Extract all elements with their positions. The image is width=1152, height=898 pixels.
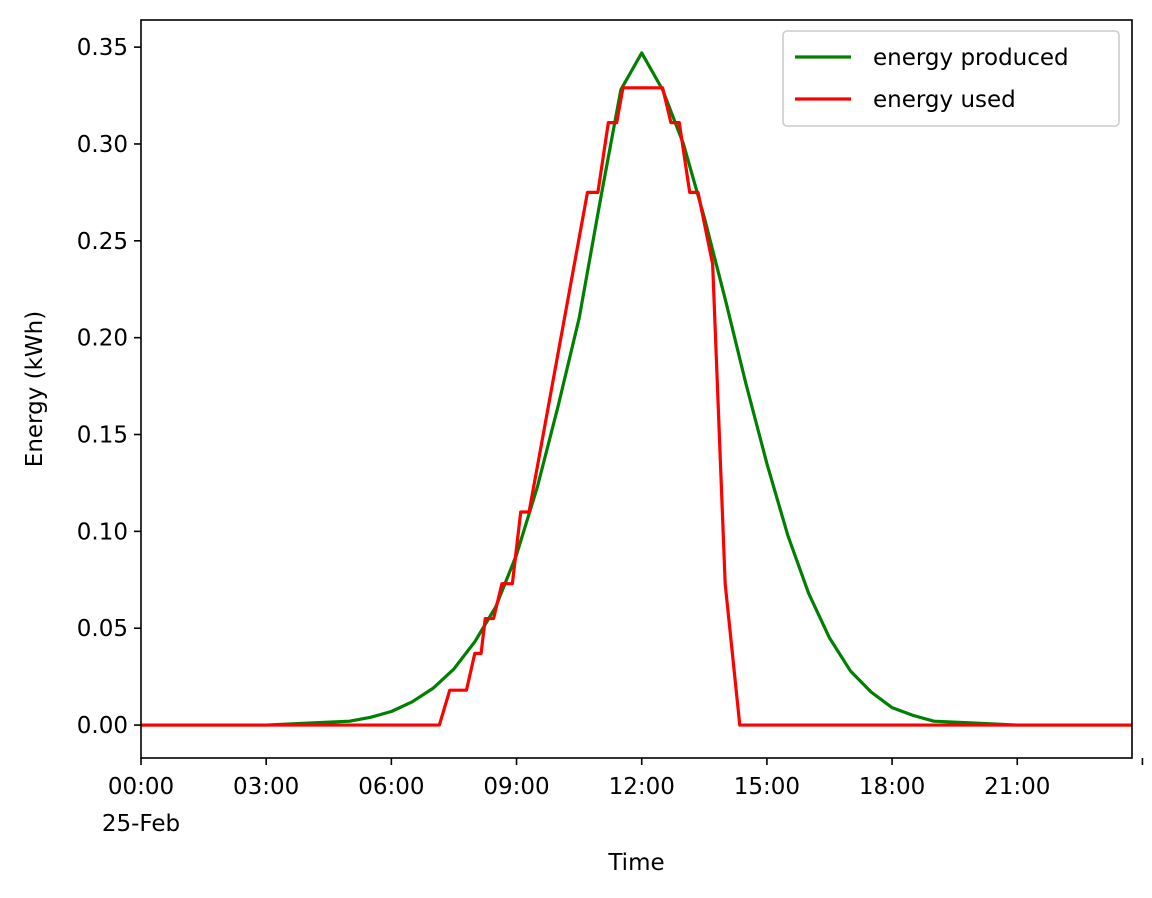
y-tick-label: 0.05	[77, 616, 128, 642]
x-tick-label: 21:00	[984, 774, 1050, 800]
y-tick-label: 0.10	[77, 519, 128, 545]
x-tick-label: 15:00	[734, 774, 800, 800]
legend: energy produced energy used	[782, 30, 1120, 127]
x-tick-label: 00:00	[108, 774, 174, 800]
x-axis: 00:00 25-Feb 03:00 06:00 09:00 12:00 15:00 18:0…	[102, 758, 1144, 837]
series-line-energy-produced	[141, 51, 1132, 727]
x-tick-label: 12:00	[609, 774, 675, 800]
y-tick-label: 0.00	[77, 713, 128, 739]
x-tick-label: 18:00	[859, 774, 925, 800]
x-tick-label: 03:00	[233, 774, 299, 800]
y-tick-label: 0.15	[77, 423, 128, 449]
x-tick-label: 06:00	[358, 774, 424, 800]
y-axis: 0.00 0.05 0.10 0.15 0.20 0.25 0.30 0.35	[77, 35, 141, 739]
y-tick-label: 0.30	[77, 132, 128, 158]
legend-label: energy produced	[873, 45, 1069, 71]
x-tick-label: 09:00	[483, 774, 549, 800]
y-tick-label: 0.20	[77, 326, 128, 352]
y-axis-title: Energy (kWh)	[22, 311, 48, 467]
x-axis-title: Time	[607, 850, 664, 876]
x-tick-sublabel: 25-Feb	[102, 811, 180, 837]
y-tick-label: 0.25	[77, 229, 128, 255]
legend-box	[782, 30, 1120, 127]
series-line-energy-used	[141, 86, 1132, 727]
y-tick-label: 0.35	[77, 35, 128, 61]
plot-frame	[140, 19, 1133, 759]
legend-label: energy used	[873, 87, 1016, 113]
